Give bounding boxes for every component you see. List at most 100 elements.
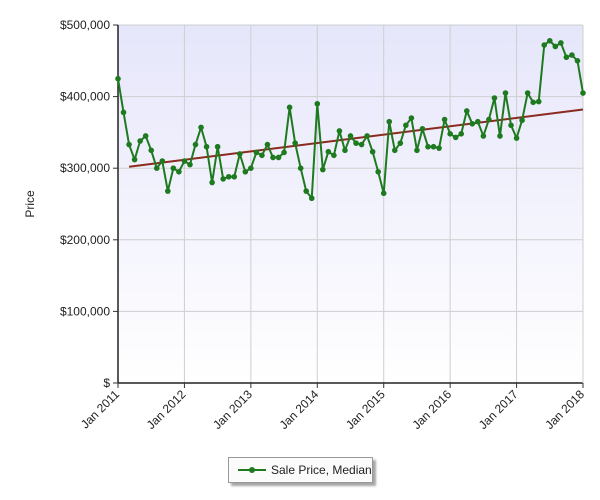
data-point[interactable] [414,147,420,154]
y-axis-ticks: $500,000 $400,000 $300,000 $200,000 $100,000… [60,18,118,390]
data-point[interactable] [347,133,354,139]
data-point[interactable] [486,116,492,123]
data-point[interactable] [480,133,487,139]
data-point[interactable] [231,173,238,180]
legend-swatch-icon [238,467,266,473]
data-point[interactable] [248,165,254,171]
data-point[interactable] [358,141,365,148]
data-point[interactable] [187,161,193,168]
data-point[interactable] [541,42,548,48]
data-point[interactable] [253,149,260,156]
data-point[interactable] [386,118,393,125]
data-point[interactable] [308,195,315,202]
x-tick-label: Jan 2018 [542,387,587,432]
data-point[interactable] [314,100,321,107]
data-point[interactable] [425,143,431,150]
data-point[interactable] [475,118,481,125]
data-point[interactable] [441,116,448,123]
data-point[interactable] [242,168,249,175]
data-point[interactable] [181,158,188,164]
data-point[interactable] [297,165,304,171]
data-point[interactable] [375,168,381,175]
data-point[interactable] [380,190,387,197]
data-point[interactable] [502,90,509,96]
data-point[interactable] [170,165,177,171]
data-point[interactable] [391,147,398,154]
data-point[interactable] [430,143,437,150]
data-point[interactable] [369,148,376,155]
data-point[interactable] [331,152,337,159]
data-point[interactable] [469,121,476,127]
data-point[interactable] [320,166,326,173]
data-point[interactable] [419,126,426,132]
data-point[interactable] [463,108,470,114]
y-tick-label: $400,000 [60,90,110,104]
x-tick-label: Jan 2017 [476,387,521,432]
data-point[interactable] [452,134,459,141]
trend-line [128,108,584,168]
data-point[interactable] [408,115,415,121]
data-point[interactable] [270,154,276,161]
x-tick-label: Jan 2014 [277,387,322,432]
y-tick-label: $100,000 [60,304,110,318]
data-point[interactable] [126,141,132,148]
data-point[interactable] [286,104,293,111]
data-point[interactable] [353,140,359,146]
data-point[interactable] [275,154,282,161]
data-point[interactable] [159,158,166,164]
data-point[interactable] [552,43,559,50]
data-point[interactable] [364,133,370,139]
data-point[interactable] [546,37,553,44]
data-point[interactable] [220,176,226,182]
data-point[interactable] [342,147,348,154]
data-point[interactable] [153,165,160,171]
data-point[interactable] [569,52,575,58]
data-point[interactable] [530,99,536,106]
data-point[interactable] [115,75,121,82]
data-point[interactable] [259,152,265,159]
data-point[interactable] [192,141,199,148]
data-point[interactable] [513,135,520,141]
data-point[interactable] [508,122,514,129]
y-tick-label: $300,000 [60,161,110,175]
data-point[interactable] [325,148,332,155]
plot-area [118,25,583,383]
data-point[interactable] [198,124,204,131]
data-point[interactable] [403,122,409,129]
data-point[interactable] [397,140,404,146]
data-point[interactable] [303,188,310,194]
data-point[interactable] [120,109,127,116]
data-point[interactable] [214,143,221,150]
data-point[interactable] [458,131,465,137]
data-point[interactable] [497,133,503,139]
data-point[interactable] [524,90,531,96]
data-point[interactable] [436,145,442,151]
data-point[interactable] [148,147,155,154]
data-point[interactable] [292,140,298,146]
price-series [115,37,586,202]
data-point[interactable] [137,138,143,144]
data-point[interactable] [203,143,210,150]
data-point[interactable] [176,168,182,175]
data-point[interactable] [165,188,171,194]
data-point[interactable] [264,141,271,148]
legend-label: Sale Price, Median [271,463,372,477]
data-point[interactable] [336,128,343,134]
data-point[interactable] [236,151,243,157]
data-point[interactable] [558,40,564,46]
data-point[interactable] [580,90,586,96]
data-point[interactable] [281,149,287,156]
data-point[interactable] [574,58,581,64]
data-point[interactable] [519,117,525,124]
data-point[interactable] [491,95,498,101]
data-point[interactable] [535,98,542,105]
data-point[interactable] [142,133,149,139]
data-point[interactable] [209,179,215,186]
legend[interactable]: Sale Price, Median [228,457,373,483]
data-point[interactable] [225,173,232,180]
data-point[interactable] [563,54,570,61]
data-point[interactable] [447,131,453,137]
data-point[interactable] [131,156,138,163]
